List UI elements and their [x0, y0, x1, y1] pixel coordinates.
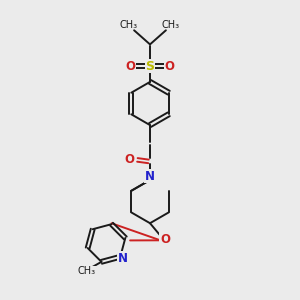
- Text: N: N: [145, 170, 155, 183]
- Text: O: O: [124, 153, 135, 167]
- Text: CH₃: CH₃: [162, 20, 180, 30]
- Text: O: O: [165, 59, 175, 73]
- Text: O: O: [160, 233, 170, 246]
- Text: CH₃: CH₃: [77, 266, 95, 276]
- Text: S: S: [146, 59, 154, 73]
- Text: CH₃: CH₃: [120, 20, 138, 30]
- Text: N: N: [118, 252, 128, 265]
- Text: O: O: [125, 59, 135, 73]
